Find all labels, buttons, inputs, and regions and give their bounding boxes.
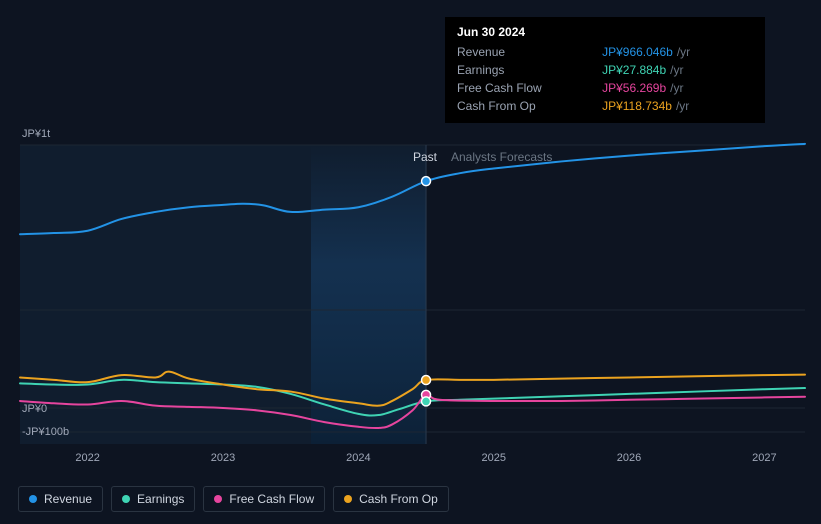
tooltip-row-unit: /yr [673,45,690,59]
legend-item-label: Earnings [137,492,184,506]
section-label-forecast: Analysts Forecasts [451,150,552,164]
tooltip-row-label: Earnings [457,61,602,79]
x-axis-label: 2027 [752,452,776,464]
x-axis-label: 2023 [211,452,235,464]
tooltip-row-value: JP¥27.884b [602,63,666,77]
hover-marker-cfo [422,376,431,385]
legend-dot-icon [29,495,37,503]
tooltip-row: Free Cash FlowJP¥56.269b/yr [457,79,753,97]
legend-dot-icon [344,495,352,503]
tooltip-row-label: Cash From Op [457,97,602,115]
hover-marker-revenue [422,177,431,186]
tooltip-row-unit: /yr [666,63,683,77]
financials-chart: Past Analysts Forecasts JP¥1t JP¥0 -JP¥100… [0,0,821,524]
legend-item-label: Free Cash Flow [229,492,314,506]
tooltip-row-label: Free Cash Flow [457,79,602,97]
y-axis-label: JP¥1t [22,128,50,140]
tooltip-date: Jun 30 2024 [457,25,753,39]
legend-item-fcf[interactable]: Free Cash Flow [203,486,325,512]
x-axis-label: 2025 [481,452,505,464]
tooltip-row-value: JP¥118.734b [602,99,672,113]
tooltip-row-unit: /yr [666,81,683,95]
tooltip-row-value: JP¥56.269b [602,81,666,95]
x-axis-label: 2024 [346,452,370,464]
y-axis-label: -JP¥100b [22,426,69,438]
legend-item-label: Cash From Op [359,492,438,506]
hover-tooltip: Jun 30 2024 RevenueJP¥966.046b/yrEarning… [445,17,765,123]
tooltip-row-unit: /yr [672,99,689,113]
tooltip-row-value: JP¥966.046b [602,45,673,59]
legend-dot-icon [122,495,130,503]
tooltip-row: RevenueJP¥966.046b/yr [457,43,753,61]
legend-item-label: Revenue [44,492,92,506]
legend-item-revenue[interactable]: Revenue [18,486,103,512]
legend-item-earnings[interactable]: Earnings [111,486,195,512]
tooltip-row-label: Revenue [457,43,602,61]
hover-marker-earnings [422,397,431,406]
section-label-past: Past [413,150,437,164]
legend: Revenue Earnings Free Cash Flow Cash From O… [18,486,449,512]
tooltip-row: Cash From OpJP¥118.734b/yr [457,97,753,115]
legend-item-cfo[interactable]: Cash From Op [333,486,449,512]
legend-dot-icon [214,495,222,503]
y-axis-label: JP¥0 [22,403,47,415]
x-axis-label: 2026 [617,452,641,464]
tooltip-row: EarningsJP¥27.884b/yr [457,61,753,79]
x-axis-label: 2022 [75,452,99,464]
